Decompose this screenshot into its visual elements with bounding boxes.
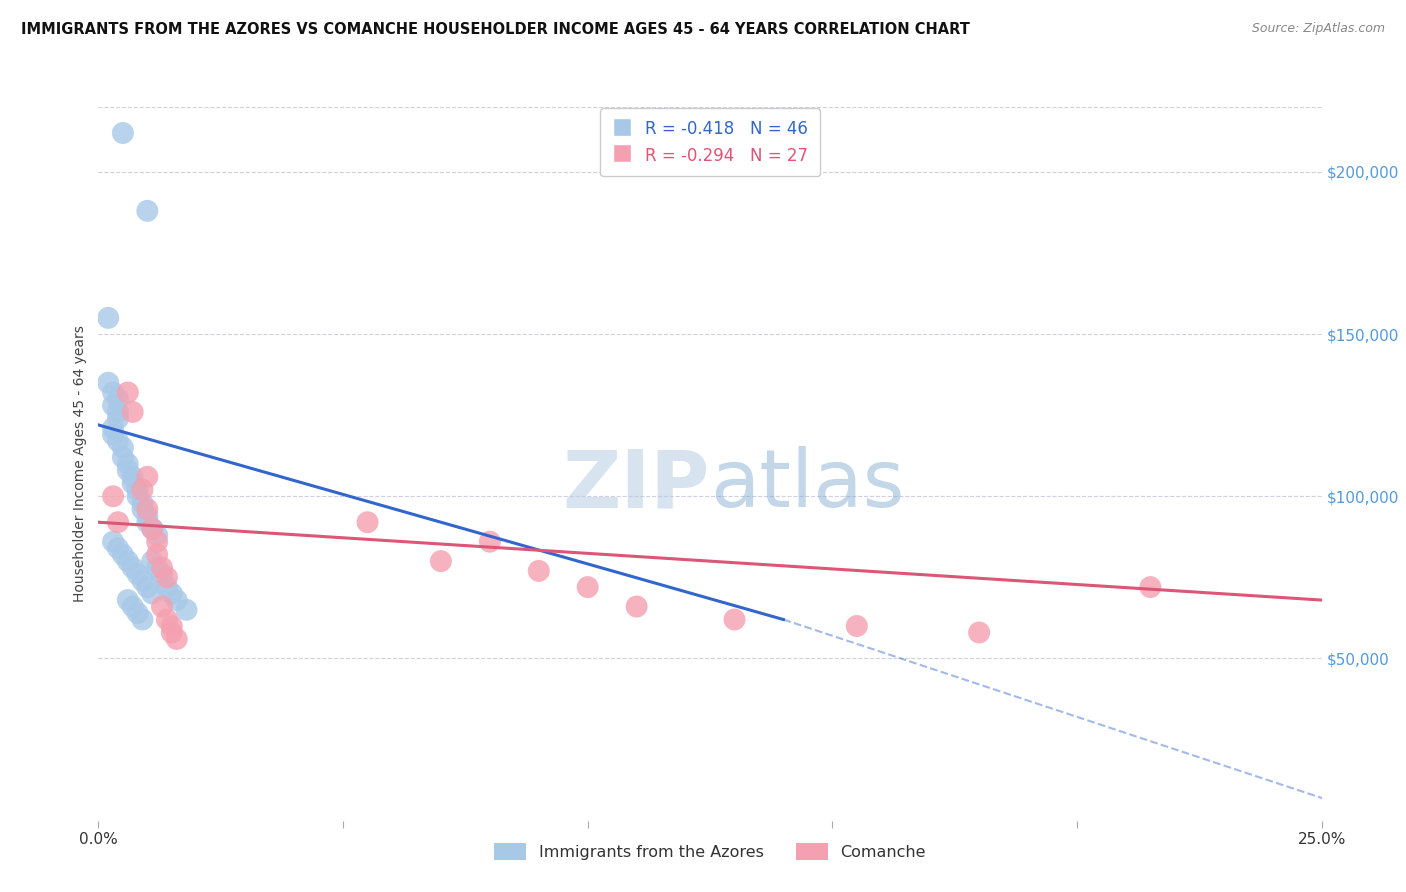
Point [845, 619, 868, 633]
Point [97, 310, 120, 325]
Text: ZIP: ZIP [562, 446, 710, 524]
Point [101, 421, 124, 435]
Point [107, 515, 129, 529]
Point [131, 502, 153, 516]
Point [141, 586, 163, 600]
Point [107, 392, 129, 406]
Point [146, 528, 169, 542]
Y-axis label: Householder Income Ages 45 - 64 years: Householder Income Ages 45 - 64 years [73, 326, 87, 602]
Point [430, 554, 453, 568]
Point [176, 603, 198, 617]
Legend: Immigrants from the Azores, Comanche: Immigrants from the Azores, Comanche [488, 837, 932, 866]
Point [101, 534, 124, 549]
Point [136, 502, 159, 516]
Point [478, 534, 501, 549]
Point [141, 554, 163, 568]
Point [156, 570, 179, 584]
Point [136, 203, 159, 218]
Point [156, 613, 179, 627]
Point [111, 548, 134, 562]
Point [967, 625, 990, 640]
Point [117, 457, 139, 471]
Point [156, 580, 179, 594]
Point [121, 476, 143, 491]
Point [101, 427, 124, 442]
Point [121, 470, 143, 484]
Point [121, 405, 143, 419]
Point [97, 376, 120, 390]
Point [121, 599, 143, 614]
Point [121, 560, 143, 574]
Point [160, 625, 183, 640]
Point [166, 632, 188, 646]
Point [111, 126, 134, 140]
Point [723, 613, 745, 627]
Point [136, 580, 159, 594]
Point [527, 564, 550, 578]
Point [626, 599, 648, 614]
Point [150, 599, 173, 614]
Point [117, 463, 139, 477]
Text: atlas: atlas [710, 446, 904, 524]
Point [131, 483, 153, 497]
Point [101, 489, 124, 503]
Point [146, 548, 169, 562]
Point [107, 434, 129, 449]
Text: IMMIGRANTS FROM THE AZORES VS COMANCHE HOUSEHOLDER INCOME AGES 45 - 64 YEARS COR: IMMIGRANTS FROM THE AZORES VS COMANCHE H… [21, 22, 970, 37]
Point [117, 554, 139, 568]
Point [111, 441, 134, 455]
Point [356, 515, 378, 529]
Point [127, 483, 149, 497]
Point [107, 405, 129, 419]
Point [111, 450, 134, 465]
Point [150, 560, 173, 574]
Point [107, 541, 129, 556]
Point [576, 580, 599, 594]
Point [150, 567, 173, 582]
Point [1139, 580, 1161, 594]
Point [101, 385, 124, 400]
Point [131, 613, 153, 627]
Text: Source: ZipAtlas.com: Source: ZipAtlas.com [1251, 22, 1385, 36]
Point [117, 593, 139, 607]
Point [127, 567, 149, 582]
Point [136, 515, 159, 529]
Point [160, 619, 183, 633]
Point [136, 508, 159, 523]
Point [131, 496, 153, 510]
Point [141, 522, 163, 536]
Point [101, 399, 124, 413]
Point [141, 522, 163, 536]
Point [160, 586, 183, 600]
Point [136, 470, 159, 484]
Point [146, 534, 169, 549]
Point [166, 593, 188, 607]
Point [127, 606, 149, 620]
Point [117, 385, 139, 400]
Point [107, 411, 129, 425]
Point [146, 560, 169, 574]
Point [127, 489, 149, 503]
Point [131, 574, 153, 588]
